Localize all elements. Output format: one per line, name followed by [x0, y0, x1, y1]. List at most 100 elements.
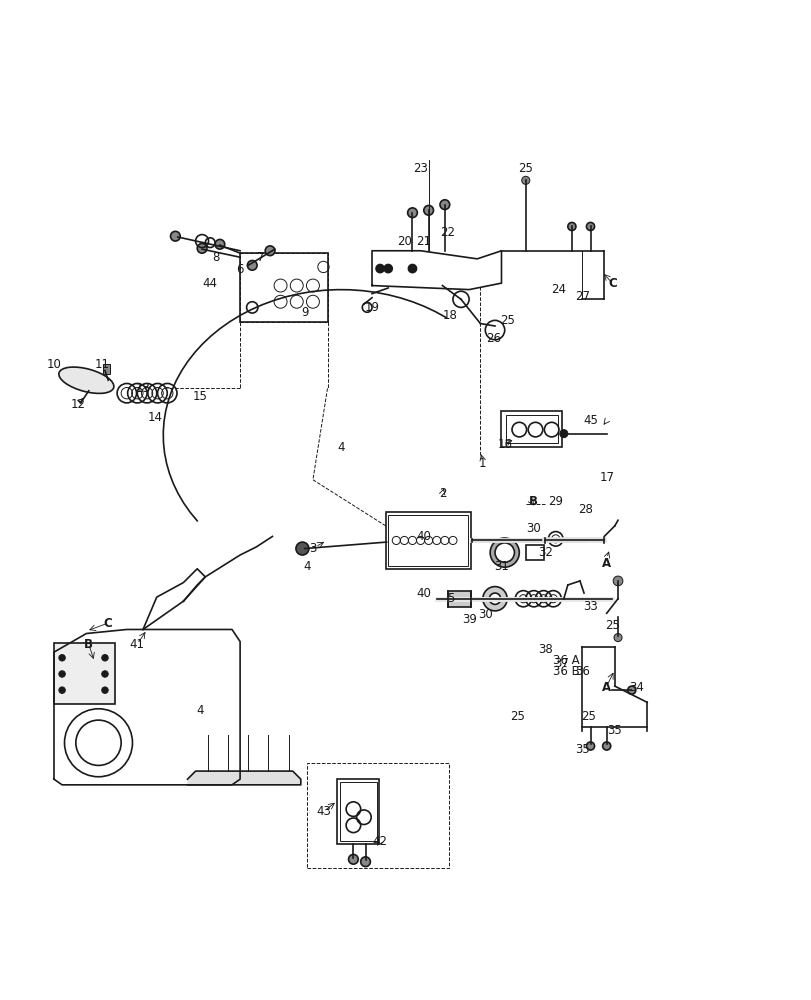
Bar — [54, 643, 114, 704]
Bar — [388, 515, 468, 566]
Text: 16: 16 — [496, 438, 512, 451]
Circle shape — [247, 260, 257, 270]
Text: 2: 2 — [438, 487, 445, 500]
Circle shape — [58, 687, 65, 693]
Text: 20: 20 — [397, 235, 411, 248]
Text: 14: 14 — [148, 411, 162, 424]
Text: 35: 35 — [607, 724, 621, 737]
Text: 33: 33 — [582, 600, 597, 613]
Text: 25: 25 — [580, 710, 594, 723]
Bar — [103, 364, 109, 374]
Text: 25: 25 — [517, 162, 533, 175]
Circle shape — [440, 200, 449, 209]
Circle shape — [423, 205, 433, 215]
Text: 17: 17 — [599, 471, 613, 484]
Circle shape — [265, 246, 275, 256]
Text: 3: 3 — [309, 542, 316, 555]
Text: 1: 1 — [478, 457, 486, 470]
Text: 31: 31 — [493, 560, 508, 573]
Circle shape — [627, 686, 635, 694]
Circle shape — [408, 265, 416, 273]
Bar — [505, 415, 557, 443]
Circle shape — [58, 671, 65, 677]
Text: 22: 22 — [440, 226, 455, 239]
Text: C: C — [104, 617, 113, 630]
Circle shape — [612, 576, 622, 586]
Text: 25: 25 — [509, 710, 525, 723]
Text: 25: 25 — [499, 314, 514, 327]
Circle shape — [348, 854, 358, 864]
Text: 13: 13 — [135, 382, 150, 395]
Text: 6: 6 — [236, 263, 243, 276]
Text: 43: 43 — [315, 805, 331, 818]
Circle shape — [586, 222, 594, 231]
Text: 37: 37 — [553, 657, 569, 670]
Circle shape — [567, 222, 575, 231]
Text: B: B — [529, 495, 538, 508]
Text: 21: 21 — [416, 235, 431, 248]
Text: C: C — [607, 277, 616, 290]
Circle shape — [483, 587, 507, 611]
Text: 36 B: 36 B — [552, 665, 579, 678]
Text: 39: 39 — [461, 613, 476, 626]
Text: 40: 40 — [416, 587, 431, 600]
Bar — [448, 591, 470, 607]
Text: 32: 32 — [537, 546, 552, 559]
Polygon shape — [187, 771, 300, 785]
Circle shape — [586, 742, 594, 750]
Text: 18: 18 — [443, 309, 457, 322]
Text: 12: 12 — [71, 398, 86, 411]
Circle shape — [384, 265, 392, 273]
Text: 45: 45 — [582, 414, 597, 427]
Bar — [307, 763, 448, 868]
Text: 7: 7 — [256, 251, 264, 264]
Text: 8: 8 — [212, 251, 219, 264]
Circle shape — [101, 655, 108, 661]
Text: 19: 19 — [364, 301, 379, 314]
Text: 9: 9 — [301, 306, 308, 319]
Bar — [501, 411, 561, 447]
Text: 41: 41 — [130, 638, 144, 651]
Circle shape — [215, 239, 225, 249]
Circle shape — [295, 542, 308, 555]
Bar — [337, 779, 379, 844]
Circle shape — [101, 671, 108, 677]
Text: 11: 11 — [95, 358, 110, 371]
Text: B: B — [84, 638, 93, 651]
Text: 38: 38 — [537, 643, 551, 656]
Text: 25: 25 — [604, 619, 619, 632]
Circle shape — [521, 176, 529, 184]
Text: 4: 4 — [195, 704, 203, 717]
Text: 23: 23 — [413, 162, 427, 175]
Circle shape — [613, 634, 621, 642]
Text: A: A — [602, 557, 611, 570]
Circle shape — [375, 265, 384, 273]
Bar — [240, 253, 327, 322]
Text: 4: 4 — [337, 441, 345, 454]
Circle shape — [490, 538, 519, 567]
Text: 35: 35 — [574, 743, 589, 756]
Circle shape — [360, 857, 370, 867]
Text: 4: 4 — [303, 560, 311, 573]
Text: 27: 27 — [574, 290, 589, 303]
Bar — [339, 782, 376, 841]
Circle shape — [602, 742, 610, 750]
Text: 26: 26 — [485, 332, 500, 345]
Text: 30: 30 — [478, 608, 492, 621]
Text: 29: 29 — [547, 495, 563, 508]
Circle shape — [407, 208, 417, 218]
Text: 44: 44 — [203, 277, 217, 290]
Text: 34: 34 — [629, 681, 643, 694]
Text: 30: 30 — [526, 522, 541, 535]
Circle shape — [489, 593, 500, 604]
Text: 36: 36 — [574, 665, 589, 678]
Text: 15: 15 — [192, 390, 207, 403]
Text: 24: 24 — [550, 283, 565, 296]
Circle shape — [559, 430, 567, 438]
Circle shape — [101, 687, 108, 693]
Text: 28: 28 — [577, 503, 592, 516]
Text: 10: 10 — [46, 358, 62, 371]
Bar — [385, 512, 470, 569]
Circle shape — [197, 243, 207, 253]
Bar — [525, 545, 543, 560]
